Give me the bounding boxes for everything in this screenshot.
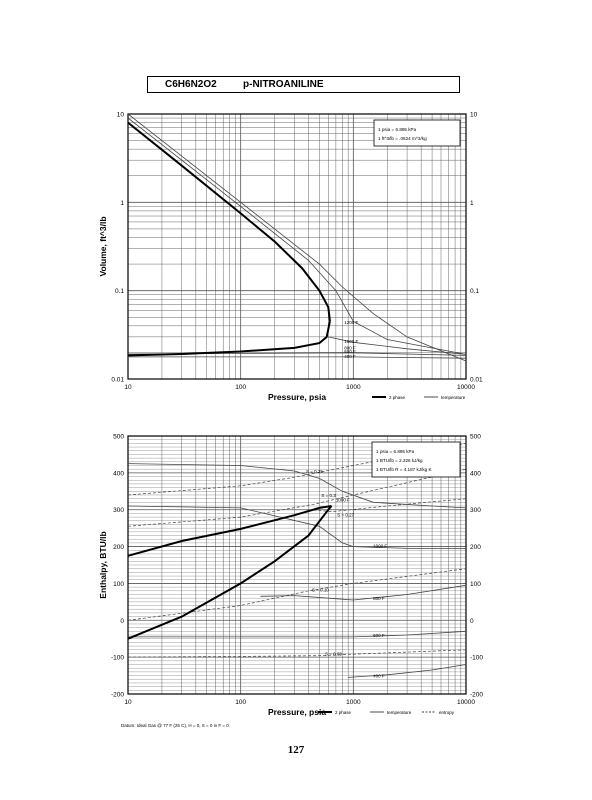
chart2-isotherm-line — [127, 505, 466, 549]
chart2-x-tick-label: 100 — [235, 699, 246, 706]
chart2-entropy-line — [127, 568, 467, 621]
chart1-x-tick-label: 1000 — [346, 384, 361, 391]
chart1-x-tick-label: 10 — [124, 384, 132, 391]
chart1-y-tick-label: 10 — [117, 112, 125, 119]
chart1-isotherm-label: 1000 F — [344, 339, 358, 344]
chart2-y-tick-label: 100 — [113, 581, 124, 588]
chart2-y-tick-label: -200 — [111, 692, 124, 699]
chart2-curve-label: 600 F — [373, 633, 385, 638]
chart2-unit-conversion-line: 1 BTU/lb R = 4.187 kJ/kg K — [376, 467, 432, 472]
chart2-entropy-line — [127, 649, 467, 658]
chart2-y-tick-label-right: -100 — [470, 655, 483, 662]
chart1-y-tick-label-right: 0.01 — [470, 377, 483, 384]
chart2-legend-label: entropy — [439, 710, 455, 715]
chart1-x-tick-label: 100 — [235, 384, 246, 391]
chart2-y-tick-label: 500 — [113, 434, 124, 441]
chart1-isotherm-line — [127, 117, 467, 355]
chart2-y-tick-label: 300 — [113, 507, 124, 514]
chart1-y-tick-label-right: 10 — [470, 112, 478, 119]
chart1-saturated-vapor-curve — [127, 121, 331, 322]
chart1-x-axis-label: Pressure, psia — [268, 392, 326, 402]
chart1-x-tick-label: 10000 — [457, 384, 475, 391]
chart1-isotherm-line — [127, 113, 467, 362]
chart2-y-tick-label-right: 100 — [470, 581, 481, 588]
chart2-y-tick-label-right: -200 — [470, 692, 483, 699]
chart-title-box: C6H6N2O2 p-NITROANILINE — [147, 76, 460, 93]
chart1-y-tick-label: 0.01 — [111, 377, 124, 384]
chart1-saturated-liquid-curve — [127, 321, 331, 357]
chart1-y-tick-label: 1 — [120, 200, 124, 207]
chart1-unit-conversion-line: 1 ft^3/lb = .0624 m^3/kg — [378, 136, 427, 141]
chart2-y-tick-label-right: 400 — [470, 470, 481, 477]
chart2-isotherm-line — [127, 463, 467, 509]
chart2-entropy-line — [127, 468, 467, 527]
chart1-isotherm-label: 400 F — [344, 354, 356, 359]
chart2-x-tick-label: 10 — [124, 699, 132, 706]
chart2-curve-label: S = 0.10 — [312, 588, 329, 593]
chart2-entropy-line — [308, 498, 467, 512]
chemical-name: p-NITROANILINE — [243, 79, 324, 90]
chart1-y-tick-label-right: 0.1 — [470, 288, 479, 295]
chart2-unit-conversion-line: 1 BTU/lb = 2.326 kJ/kg — [376, 458, 423, 463]
chart1-legend-label: temperature — [441, 395, 466, 400]
chart2-y-tick-label: 0 — [120, 618, 124, 625]
page-number: 127 — [287, 744, 305, 756]
chart2-curve-label: 1000 F — [336, 498, 350, 503]
datum-note: Datum: Ideal Gas @ 77 F (25 C), H = 0, S… — [121, 723, 229, 728]
chart2-isotherm-line — [348, 664, 467, 678]
chart2-curve-label: S = 0.3 — [321, 493, 336, 498]
chart2-saturated-liquid-curve — [127, 505, 333, 640]
chart2-x-axis-label: Pressure, psia — [268, 707, 326, 717]
chart2-y-tick-label: 400 — [113, 470, 124, 477]
chart2-y-tick-label: -100 — [111, 655, 124, 662]
chart1-isotherm-label: 800 F — [344, 346, 356, 351]
chart2-plot-frame — [127, 435, 467, 695]
chart2-curve-label: S = 0.35 — [306, 469, 323, 474]
chart2-y-tick-label: 200 — [113, 544, 124, 551]
chart1-unit-conversion-line: 1 psia = 6.895 kPa — [378, 127, 417, 132]
chart2-y-tick-label-right: 500 — [470, 434, 481, 441]
chart2-x-tick-label: 10000 — [457, 699, 475, 706]
chart2-curve-label: 800 F — [373, 596, 385, 601]
chart2-legend-label: temperature — [387, 710, 412, 715]
chart1-y-axis-label: Volume, ft^3/lb — [98, 216, 108, 276]
chart1-isotherm-line — [328, 336, 467, 355]
chart2-curve-label: 1000 F — [373, 544, 387, 549]
chart2-isotherm-line — [128, 630, 467, 638]
chemical-formula: C6H6N2O2 — [165, 79, 217, 90]
chart1-isotherm-line — [128, 356, 467, 359]
chart2-curve-label: 400 F — [373, 673, 385, 678]
chart2-y-tick-label-right: 300 — [470, 507, 481, 514]
chart2-y-tick-label-right: 200 — [470, 544, 481, 551]
chart2-y-tick-label-right: 0 — [470, 618, 474, 625]
chart1-unit-conversion-box — [373, 119, 461, 147]
chart1-plot-frame — [127, 113, 467, 380]
chart2-isotherm-line — [260, 584, 467, 601]
chart2-legend-label: 2 phase — [335, 710, 352, 715]
chart2-y-axis-label: Enthalpy, BTU/lb — [98, 531, 108, 598]
chart2-curve-label: S = 0.27 — [337, 512, 354, 517]
chart2-unit-conversion-box — [371, 441, 461, 478]
chart1-legend-label: 2 phase — [389, 395, 406, 400]
chart2-unit-conversion-line: 1 psia = 6.895 kPa — [376, 449, 415, 454]
chart1-y-tick-label: 0.1 — [115, 288, 124, 295]
chart1-y-tick-label-right: 1 — [470, 200, 474, 207]
chart1-isotherm-label: 1200 F — [344, 320, 358, 325]
chart2-x-tick-label: 1000 — [346, 699, 361, 706]
chart1-isotherm-label: 600 F — [344, 349, 356, 354]
chart2-curve-label: S = 0.03 — [325, 652, 342, 657]
chart2-saturated-vapor-curve — [127, 505, 332, 557]
